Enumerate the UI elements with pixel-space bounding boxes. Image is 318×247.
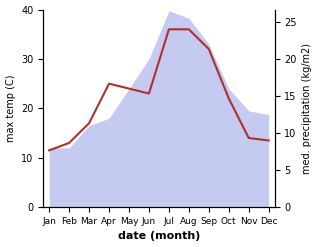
X-axis label: date (month): date (month) bbox=[118, 231, 200, 242]
Y-axis label: max temp (C): max temp (C) bbox=[5, 75, 16, 142]
Y-axis label: med. precipitation (kg/m2): med. precipitation (kg/m2) bbox=[302, 43, 313, 174]
